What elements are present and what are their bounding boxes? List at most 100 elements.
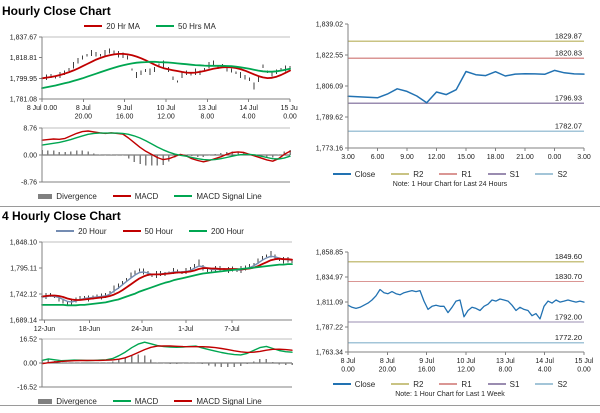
fourhourly-macd-chart: 16.52 0.00 -16.52 (17, 337, 293, 392)
svg-text:1,837.67: 1,837.67 (10, 35, 37, 42)
svg-text:9 Jul: 9 Jul (419, 358, 434, 365)
legend-swatch (112, 400, 131, 402)
legend-fourhourly-price: 20 Hour 50 Hour 200 Hour (2, 225, 298, 237)
svg-text:12-Jun: 12-Jun (34, 326, 56, 333)
legend-label: S1 (509, 169, 520, 179)
svg-text:16.00: 16.00 (116, 114, 134, 121)
legend-label: S2 (557, 379, 568, 389)
svg-text:16.52: 16.52 (19, 337, 37, 344)
svg-text:0.00: 0.00 (548, 154, 562, 161)
legend-label: MACD (134, 191, 159, 201)
hourly-pivot-chart: 1,839.02 1,822.55 1,806.09 1,789.62 1,773.16… (316, 22, 591, 162)
svg-text:12.00: 12.00 (157, 114, 175, 121)
legend-label: R1 (461, 379, 472, 389)
legend-label: 50 Hour (144, 226, 173, 236)
svg-text:1796.93: 1796.93 (555, 94, 582, 103)
svg-text:24-Jun: 24-Jun (131, 326, 153, 333)
svg-text:4.00: 4.00 (538, 367, 552, 374)
legend-item: 50 Hrs MA (156, 22, 216, 31)
svg-text:1,689.14: 1,689.14 (10, 318, 37, 325)
svg-text:8 Jul: 8 Jul (76, 105, 91, 112)
svg-text:-8.76: -8.76 (21, 180, 37, 187)
svg-text:1,787.22: 1,787.22 (316, 324, 343, 331)
svg-text:14 Jul: 14 Jul (535, 358, 554, 365)
svg-text:15.00: 15.00 (457, 154, 475, 161)
svg-text:1,789.62: 1,789.62 (316, 115, 343, 122)
legend-label: Divergence (56, 191, 97, 201)
legend-swatch (535, 173, 554, 175)
svg-text:21.00: 21.00 (516, 154, 534, 161)
svg-text:1792.00: 1792.00 (555, 312, 582, 321)
svg-text:1,822.55: 1,822.55 (316, 53, 343, 60)
legend-swatch (112, 195, 131, 197)
svg-text:8.00: 8.00 (201, 114, 215, 121)
svg-text:15 Jul: 15 Jul (575, 358, 594, 365)
legend-item: 20 Hr MA (84, 22, 140, 31)
svg-text:1,781.08: 1,781.08 (10, 97, 37, 104)
legend-item: R1 (439, 379, 472, 389)
svg-text:18-Jun: 18-Jun (79, 326, 101, 333)
legend-swatch (156, 25, 174, 27)
svg-text:8 Jul: 8 Jul (341, 358, 356, 365)
legend-item: MACD Signal Line (174, 397, 262, 406)
legend-swatch (122, 230, 141, 232)
legend-item: MACD (112, 397, 158, 406)
legend-item: Divergence (38, 397, 97, 406)
legend-label: 20 Hr MA (106, 21, 140, 31)
legend-item: Close (332, 380, 375, 389)
legend-item: R2 (391, 170, 423, 179)
legend-hourly-price: 20 Hr MA 50 Hrs MA (2, 20, 298, 32)
svg-text:13 Jul: 13 Jul (496, 358, 515, 365)
svg-text:1,763.34: 1,763.34 (316, 350, 343, 357)
svg-text:6.00: 6.00 (371, 154, 385, 161)
page-bottom-rule (0, 405, 600, 406)
legend-item: 50 Hour (122, 226, 173, 236)
svg-text:1829.87: 1829.87 (555, 32, 582, 41)
svg-text:1,818.81: 1,818.81 (10, 55, 37, 62)
legend-swatch (174, 400, 193, 402)
legend-item: Divergence (38, 191, 97, 201)
legend-swatch (439, 173, 458, 175)
section-divider (0, 206, 600, 207)
legend-item: MACD (112, 191, 159, 201)
note-weekly-pivot: Note: 1 Hour Chart for Last 1 Week (395, 391, 505, 398)
legend-swatch (56, 230, 75, 232)
legend-swatch (487, 383, 506, 385)
svg-text:8 Jul: 8 Jul (380, 358, 395, 365)
svg-text:1,848.10: 1,848.10 (10, 240, 37, 247)
svg-text:4.00: 4.00 (242, 114, 256, 121)
svg-text:0.00: 0.00 (23, 153, 37, 160)
svg-text:0.00: 0.00 (577, 367, 591, 374)
svg-text:1772.20: 1772.20 (555, 333, 582, 342)
legend-label: R2 (413, 169, 424, 179)
legend-item: R2 (391, 380, 423, 389)
legend-swatch (189, 230, 207, 232)
legend-item: S1 (487, 169, 520, 179)
svg-text:16.00: 16.00 (418, 367, 436, 374)
legend-item: 200 Hour (189, 227, 244, 236)
svg-text:1,742.12: 1,742.12 (10, 292, 37, 299)
svg-text:-16.52: -16.52 (17, 385, 37, 392)
weekly-pivot-section: 1,858.85 1,834.97 1,811.09 1,787.22 1,763.34… (302, 246, 598, 400)
legend-label: 20 Hour (78, 226, 107, 236)
legend-item: 20 Hour (56, 226, 107, 236)
legend-item: S2 (535, 380, 567, 389)
legend-weekly-pivot: Close R2 R1 S1 S2 (302, 378, 598, 390)
svg-text:12.00: 12.00 (457, 367, 475, 374)
svg-text:0.00: 0.00 (23, 361, 37, 368)
svg-text:1849.60: 1849.60 (555, 252, 582, 261)
hourly-macd-chart: 8.76 0.00 -8.76 (21, 126, 291, 187)
svg-text:1-Jul: 1-Jul (178, 326, 194, 333)
hourly-pivot-section: 1,839.02 1,822.55 1,806.09 1,789.62 1,773.16… (302, 16, 598, 190)
hourly-price-chart: 1,837.671,818.811,799.951,781.088 Jul 0.… (10, 35, 298, 121)
svg-text:8 Jul 0.00: 8 Jul 0.00 (27, 105, 57, 112)
svg-text:7-Jul: 7-Jul (224, 326, 240, 333)
svg-text:10 Jul: 10 Jul (457, 358, 476, 365)
svg-text:1,834.97: 1,834.97 (316, 275, 343, 282)
svg-text:15 Jul: 15 Jul (281, 105, 298, 112)
legend-fourhourly-macd: Divergence MACD MACD Signal Line (2, 395, 298, 407)
svg-text:3.00: 3.00 (341, 154, 355, 161)
svg-text:10 Jul: 10 Jul (157, 105, 176, 112)
